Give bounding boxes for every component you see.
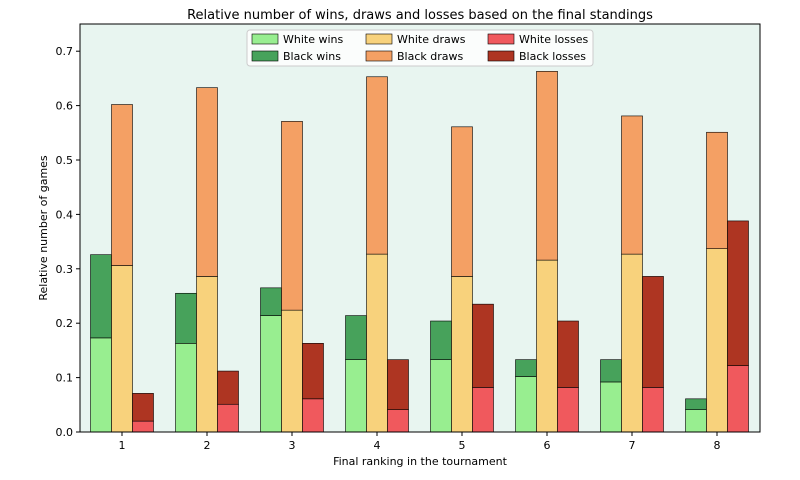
bar-black-losses-3 (302, 343, 324, 400)
bar-white-draws-7 (621, 253, 643, 433)
axes-layer: 1 2 3 4 5 6 7 8 0.0 0.1 0.2 0.3 0.4 0.5 0.6 0.7 (56, 45, 721, 452)
bar-black-losses-6 (557, 320, 579, 388)
bar-white-draws-6 (536, 259, 558, 433)
bar-white-losses-2 (217, 403, 239, 433)
legend-label-black-draws: Black draws (397, 50, 464, 63)
legend-label-white-losses: White losses (519, 33, 588, 46)
legend-label-black-wins: Black wins (283, 50, 341, 63)
x-axis-label: Final ranking in the tournament (333, 455, 508, 468)
bar-black-wins-3 (260, 287, 282, 316)
y-tick-label-4: 0.4 (56, 208, 74, 221)
bar-black-losses-2 (217, 370, 239, 405)
legend-swatch-black-losses (487, 50, 515, 62)
x-tick-label-4: 4 (374, 439, 381, 452)
bar-black-draws-2 (196, 87, 218, 277)
bar-black-losses-1 (132, 393, 154, 422)
plot-frame (79, 23, 761, 433)
bar-white-draws-3 (281, 309, 303, 433)
bar-white-wins-7 (600, 381, 622, 433)
bar-black-draws-7 (621, 115, 643, 255)
bar-black-draws-1 (111, 104, 133, 266)
bar-white-draws-4 (366, 253, 388, 433)
bar-black-wins-4 (345, 315, 367, 360)
bar-white-wins-3 (260, 315, 282, 433)
bar-black-losses-7 (642, 276, 664, 388)
bar-black-losses-8 (727, 220, 749, 366)
y-axis-label: Relative number of games (37, 155, 50, 301)
x-tick-label-5: 5 (459, 439, 466, 452)
bar-black-wins-8 (685, 398, 707, 411)
x-tick-label-7: 7 (629, 439, 636, 452)
bar-white-wins-4 (345, 359, 367, 433)
x-tick-label-1: 1 (119, 439, 126, 452)
bar-black-draws-4 (366, 76, 388, 255)
bar-white-wins-2 (175, 343, 197, 433)
legend: White wins Black wins White draws Black dra… (246, 29, 594, 67)
bar-white-losses-5 (472, 387, 494, 433)
y-tick-label-1: 0.1 (56, 372, 74, 385)
x-tick-label-6: 6 (544, 439, 551, 452)
bar-black-wins-5 (430, 320, 452, 360)
bar-black-wins-6 (515, 359, 537, 377)
bar-black-losses-4 (387, 359, 409, 410)
bar-white-draws-8 (706, 248, 728, 433)
bar-white-draws-2 (196, 276, 218, 433)
legend-swatch-black-wins (251, 50, 279, 62)
bar-white-losses-7 (642, 387, 664, 433)
bar-black-wins-7 (600, 359, 622, 383)
y-tick-label-5: 0.5 (56, 154, 74, 167)
legend-swatch-black-draws (365, 50, 393, 62)
bar-black-draws-6 (536, 71, 558, 261)
bars-layer (90, 71, 749, 433)
y-tick-label-6: 0.6 (56, 100, 74, 113)
bar-white-wins-1 (90, 337, 112, 433)
bar-black-wins-1 (90, 254, 112, 339)
legend-swatch-white-losses (487, 33, 515, 45)
bar-white-draws-5 (451, 276, 473, 433)
bar-white-wins-5 (430, 359, 452, 433)
bar-black-draws-3 (281, 121, 303, 311)
bar-white-losses-1 (132, 420, 154, 433)
bar-white-wins-6 (515, 376, 537, 433)
bar-black-wins-2 (175, 292, 197, 344)
legend-swatch-white-draws (365, 33, 393, 45)
bar-white-losses-8 (727, 365, 749, 433)
bar-white-losses-6 (557, 387, 579, 433)
legend-swatch-white-wins (251, 33, 279, 45)
bar-black-draws-5 (451, 126, 473, 277)
bar-black-draws-8 (706, 131, 728, 249)
legend-label-black-losses: Black losses (519, 50, 586, 63)
chart-title: Relative number of wins, draws and losse… (187, 8, 653, 23)
x-tick-label-8: 8 (714, 439, 721, 452)
bar-black-losses-5 (472, 303, 494, 388)
legend-label-white-wins: White wins (283, 33, 344, 46)
bar-white-losses-4 (387, 409, 409, 433)
bar-white-wins-8 (685, 409, 707, 433)
x-tick-label-3: 3 (289, 439, 296, 452)
y-tick-label-0: 0.0 (56, 426, 74, 439)
legend-label-white-draws: White draws (397, 33, 466, 46)
x-tick-label-2: 2 (204, 439, 211, 452)
bar-white-draws-1 (111, 265, 133, 433)
bar-white-losses-3 (302, 398, 324, 433)
y-tick-label-7: 0.7 (56, 45, 74, 58)
y-tick-label-3: 0.3 (56, 263, 74, 276)
y-tick-label-2: 0.2 (56, 317, 74, 330)
